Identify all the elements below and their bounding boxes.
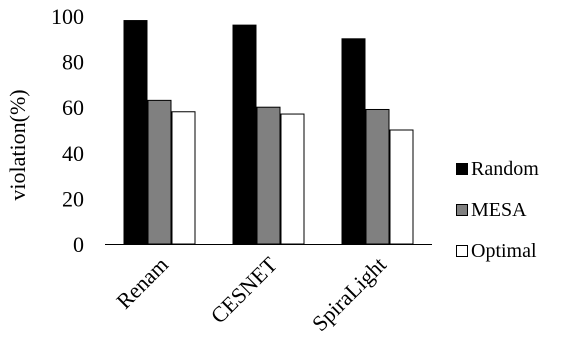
- bar-random-renam: [123, 20, 148, 245]
- x-tick-label: SpiraLight: [307, 252, 391, 336]
- x-axis-ticks: Renam CESNET SpiraLight: [111, 251, 391, 336]
- x-tick-label: CESNET: [206, 251, 283, 328]
- legend-swatch: [456, 204, 468, 216]
- bar-random-spiralight: [341, 38, 366, 245]
- legend-label: Optimal: [471, 239, 537, 262]
- y-tick-label: 80: [62, 50, 84, 75]
- legend: Random MESA Optimal: [456, 156, 539, 279]
- legend-label: Random: [471, 157, 539, 180]
- bar-mesa-renam: [147, 99, 172, 245]
- legend-swatch: [456, 245, 468, 257]
- x-tick-label: Renam: [111, 252, 173, 314]
- legend-item-random: Random: [456, 156, 539, 182]
- y-tick-label: 0: [73, 232, 84, 257]
- y-tick-label: 20: [62, 186, 84, 211]
- bar-mesa-spiralight: [365, 108, 390, 245]
- y-axis-title: violation(%): [5, 89, 30, 200]
- bar-optimal-spiralight: [389, 129, 414, 245]
- legend-swatch: [456, 163, 468, 175]
- y-tick-label: 60: [62, 95, 84, 120]
- legend-item-optimal: Optimal: [456, 238, 539, 264]
- legend-item-mesa: MESA: [456, 197, 539, 223]
- bar-group: [123, 20, 414, 245]
- bar-random-cesnet: [232, 24, 257, 245]
- bar-mesa-cesnet: [256, 106, 281, 245]
- y-tick-label: 40: [62, 141, 84, 166]
- y-tick-label: 100: [51, 4, 84, 29]
- bar-optimal-renam: [171, 111, 196, 245]
- y-axis-ticks: 0 20 40 60 80 100: [51, 4, 84, 257]
- legend-label: MESA: [471, 198, 527, 221]
- bar-optimal-cesnet: [280, 113, 305, 245]
